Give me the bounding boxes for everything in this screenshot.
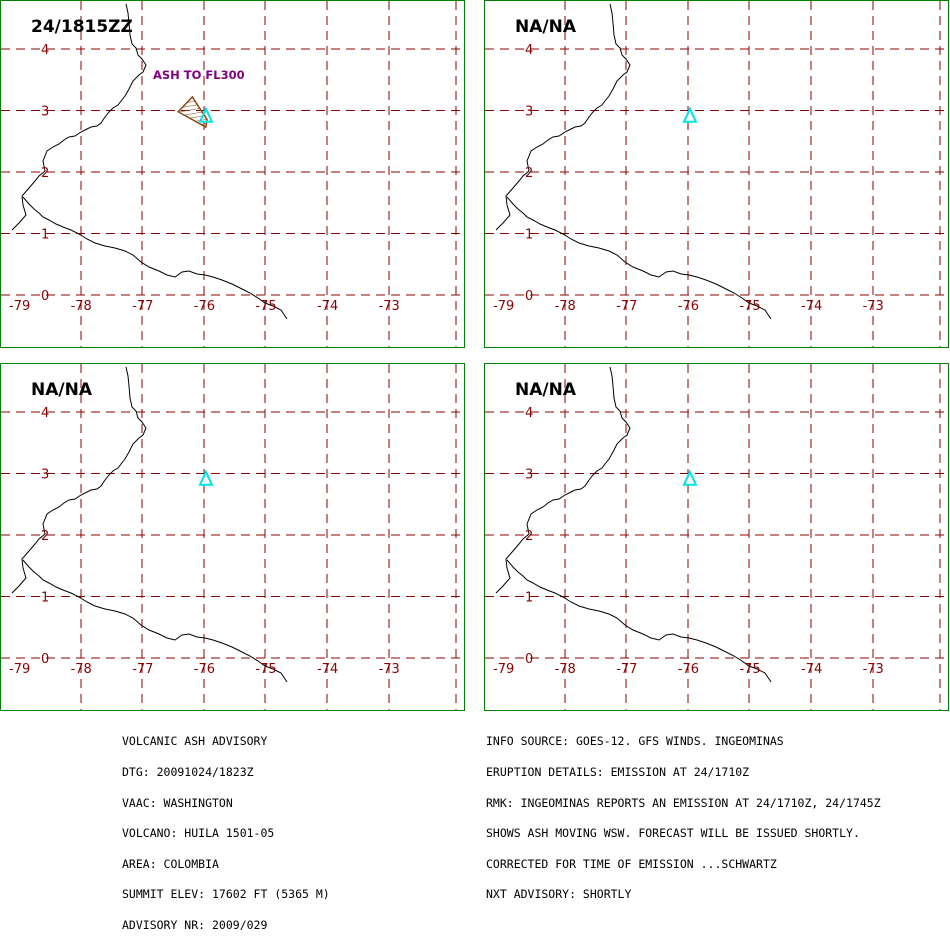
lat-tick-label: 3: [525, 105, 533, 120]
lat-tick-label: 1: [525, 591, 533, 606]
lat-tick-label: 2: [525, 529, 533, 544]
map-panel-1: 0 1 2 3 4 -79 -78 -77 -76 -75 -74 -73 ASH TO FL300 2…: [0, 0, 465, 348]
lat-tick-label: 3: [525, 468, 533, 483]
advisory-line: ADVISORY NR: 2009/029: [122, 917, 268, 932]
lat-tick-label: 3: [41, 468, 49, 483]
map-canvas: 0 1 2 3 4 -79 -78 -77 -76 -75 -74 -73: [1, 364, 464, 710]
lon-tick-label: -73: [379, 662, 400, 677]
advisory-line: SUMMIT ELEV: 17602 FT (5365 M): [122, 887, 330, 902]
lat-tick-label: 4: [525, 406, 533, 421]
map-canvas: 0 1 2 3 4 -79 -78 -77 -76 -75 -74 -73: [485, 364, 948, 710]
lat-tick-label: 2: [41, 529, 49, 544]
lon-tick-label: -75: [739, 662, 760, 677]
lon-tick-label: -77: [616, 662, 637, 677]
advisory-details-block: INFO SOURCE: GOES-12. GFS WINDS. INGEOMI…: [486, 716, 881, 910]
lon-tick-label: -76: [194, 662, 215, 677]
coastline: [506, 559, 772, 683]
advisory-line: ERUPTION DETAILS: EMISSION AT 24/1710Z: [486, 765, 750, 779]
lat-tick-label: 0: [525, 652, 533, 667]
lon-tick-label: -78: [71, 299, 92, 314]
lon-tick-label: -75: [255, 662, 276, 677]
panel-title: NA/NA: [515, 380, 576, 400]
lon-tick-label: -79: [9, 662, 30, 677]
volcano-icon: [198, 469, 214, 486]
coastline: [495, 3, 631, 231]
lat-tick-label: 4: [41, 406, 49, 421]
ash-cloud-polygon: [176, 95, 208, 129]
volcano-icon: [682, 106, 698, 123]
lat-tick-label: 2: [41, 166, 49, 181]
panel-title: 24/1815ZZ: [31, 17, 133, 37]
advisory-line: VAAC: WASHINGTON: [122, 795, 233, 810]
coastline: [22, 559, 288, 683]
ash-label: ASH TO FL300: [153, 68, 245, 82]
advisory-line: DTG: 20091024/1823Z: [122, 765, 254, 779]
lat-tick-label: 4: [525, 43, 533, 58]
grid-lines: [485, 1, 948, 347]
lon-tick-label: -74: [801, 299, 822, 314]
lon-tick-label: -77: [132, 299, 153, 314]
panel-title: NA/NA: [515, 17, 576, 37]
grid-lines: [1, 1, 464, 347]
map-canvas: 0 1 2 3 4 -79 -78 -77 -76 -75 -74 -73: [485, 1, 948, 347]
lat-tick-label: 0: [41, 289, 49, 304]
lat-tick-label: 4: [41, 43, 49, 58]
lon-tick-label: -73: [863, 299, 884, 314]
advisory-line: AREA: COLOMBIA: [122, 856, 219, 871]
lon-tick-label: -78: [71, 662, 92, 677]
lon-tick-label: -76: [678, 299, 699, 314]
lon-tick-label: -74: [801, 662, 822, 677]
coastline: [506, 196, 772, 320]
advisory-line: INFO SOURCE: GOES-12. GFS WINDS. INGEOMI…: [486, 734, 784, 749]
coastline: [495, 366, 631, 594]
coastline: [11, 3, 147, 231]
lat-tick-label: 1: [41, 591, 49, 606]
advisory-line: SHOWS ASH MOVING WSW. FORECAST WILL BE I…: [486, 826, 860, 841]
advisory-line: NXT ADVISORY: SHORTLY: [486, 887, 632, 902]
lat-tick-label: 0: [41, 652, 49, 667]
advisory-line: CORRECTED FOR TIME OF EMISSION ...SCHWAR…: [486, 856, 777, 871]
advisory-line: VOLCANIC ASH ADVISORY: [122, 734, 268, 749]
lon-tick-label: -79: [493, 662, 514, 677]
grid-lines: [1, 364, 464, 710]
advisory-header-block: VOLCANIC ASH ADVISORY DTG: 20091024/1823…: [122, 716, 330, 940]
map-panel-2: 0 1 2 3 4 -79 -78 -77 -76 -75 -74 -73 NA/NA: [484, 0, 949, 348]
lon-tick-label: -73: [863, 662, 884, 677]
map-panel-4: 0 1 2 3 4 -79 -78 -77 -76 -75 -74 -73 NA/NA: [484, 363, 949, 711]
lat-tick-label: 0: [525, 289, 533, 304]
lon-tick-label: -75: [255, 299, 276, 314]
lat-tick-label: 1: [41, 228, 49, 243]
coastline: [22, 196, 288, 320]
advisory-line: RMK: INGEOMINAS REPORTS AN EMISSION AT 2…: [486, 795, 881, 810]
lat-tick-label: 2: [525, 166, 533, 181]
lon-tick-label: -79: [493, 299, 514, 314]
volcano-icon: [682, 469, 698, 486]
map-canvas: 0 1 2 3 4 -79 -78 -77 -76 -75 -74 -73 ASH TO FL300: [1, 1, 464, 347]
grid-lines: [485, 364, 948, 710]
lon-tick-label: -77: [132, 662, 153, 677]
lon-tick-label: -78: [555, 299, 576, 314]
lon-tick-label: -74: [317, 299, 338, 314]
panel-title: NA/NA: [31, 380, 92, 400]
lon-tick-label: -77: [616, 299, 637, 314]
lat-tick-label: 3: [41, 105, 49, 120]
volcano-icon: [198, 106, 214, 123]
map-panel-3: 0 1 2 3 4 -79 -78 -77 -76 -75 -74 -73 NA/NA: [0, 363, 465, 711]
coastline: [11, 366, 147, 594]
lon-tick-label: -73: [379, 299, 400, 314]
lon-tick-label: -78: [555, 662, 576, 677]
lon-tick-label: -75: [739, 299, 760, 314]
lon-tick-label: -76: [194, 299, 215, 314]
advisory-line: VOLCANO: HUILA 1501-05: [122, 826, 275, 841]
lon-tick-label: -76: [678, 662, 699, 677]
lon-tick-label: -74: [317, 662, 338, 677]
lat-tick-label: 1: [525, 228, 533, 243]
lon-tick-label: -79: [9, 299, 30, 314]
